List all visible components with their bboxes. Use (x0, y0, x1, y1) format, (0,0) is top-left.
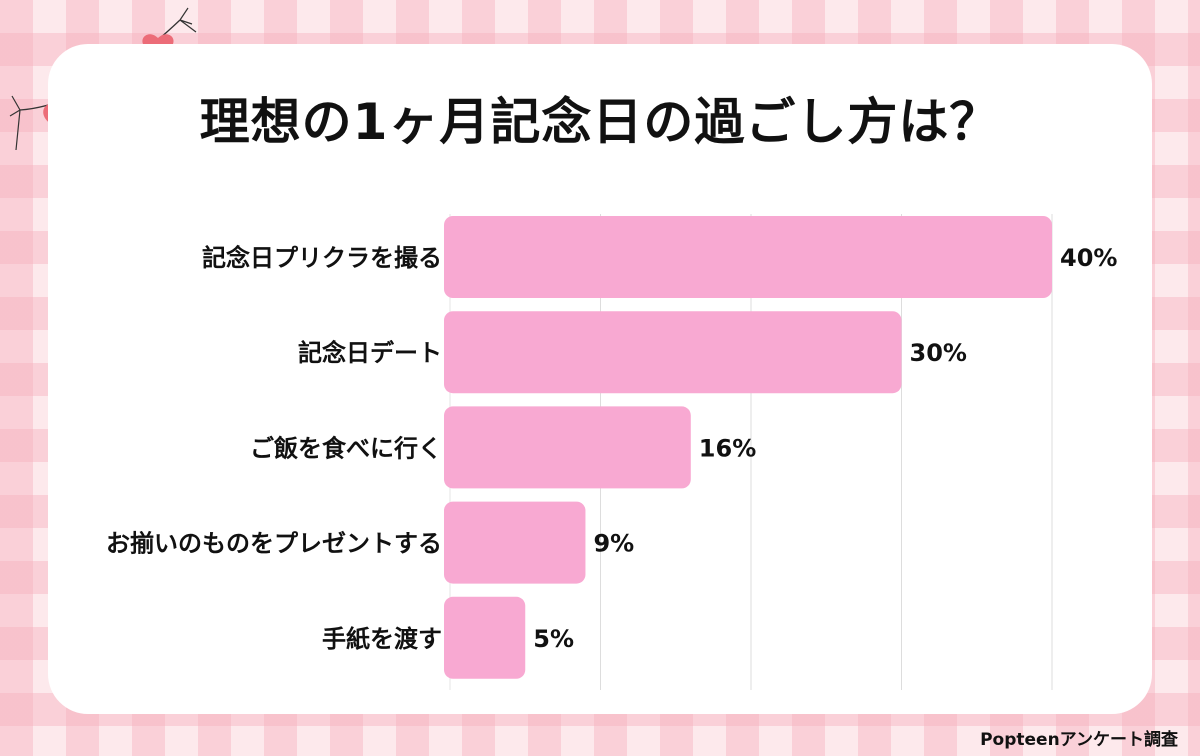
category-label-3: お揃いのものをプレゼントする (106, 530, 442, 558)
bar-3 (444, 501, 586, 584)
category-label-2: ご飯を食べに行く (250, 434, 442, 462)
category-label-0: 記念日プリクラを撮る (202, 244, 442, 272)
survey-credit: Popteenアンケート調査 (980, 730, 1178, 750)
bar-1 (444, 311, 902, 394)
value-label-3: 9% (593, 530, 634, 558)
value-label-0: 40% (1060, 244, 1117, 272)
chart-title: 理想の1ヶ月記念日の過ごし方は？ (199, 93, 1001, 151)
category-label-1: 記念日デート (298, 339, 442, 367)
value-label-4: 5% (533, 625, 574, 653)
value-label-1: 30% (910, 339, 967, 367)
value-label-2: 16% (699, 434, 756, 462)
bar-4 (444, 596, 526, 679)
bar-2 (444, 406, 691, 489)
category-label-4: 手紙を渡す (322, 625, 442, 653)
bar-0 (444, 216, 1052, 298)
